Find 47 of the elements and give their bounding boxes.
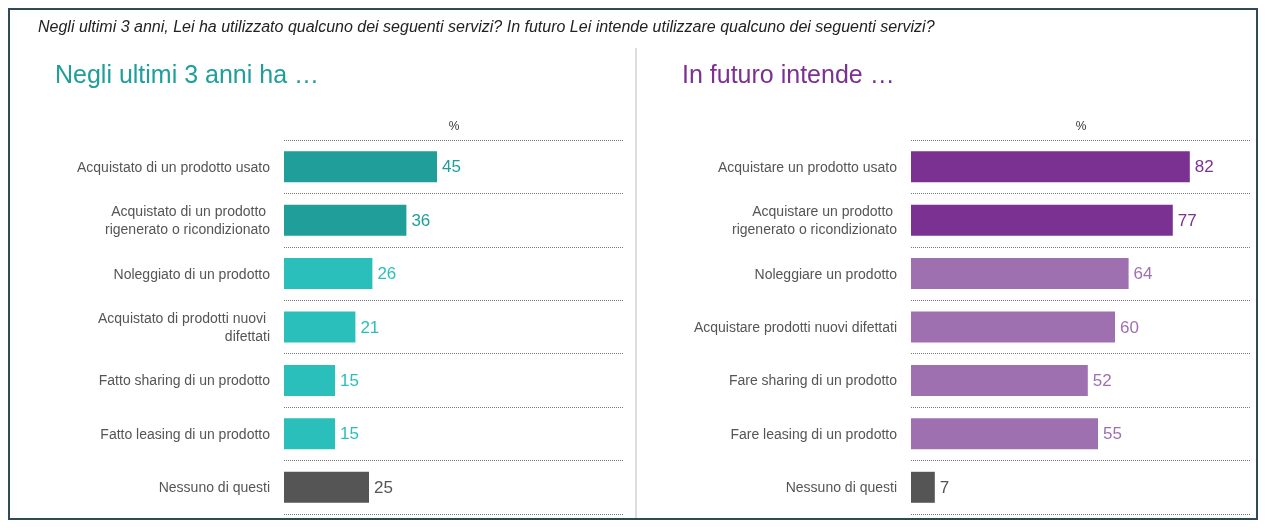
data-label: 82 [1194, 157, 1214, 177]
bar [911, 471, 935, 503]
bar [284, 204, 407, 236]
y-tick-label: Noleggiare un prodotto [754, 265, 898, 282]
bar [911, 418, 1098, 450]
data-label: 26 [377, 264, 397, 284]
data-label: 36 [411, 210, 431, 230]
data-label: 45 [442, 157, 461, 177]
data-label: 15 [340, 424, 359, 444]
bar [284, 258, 373, 290]
bar [284, 364, 335, 396]
bar [284, 151, 437, 183]
y-tick-label: Acquistato di un prodotto rigenerato o ricondizionato [105, 203, 271, 238]
y-tick-label: Fare sharing di un prodotto [728, 372, 898, 389]
data-label: 21 [360, 317, 380, 337]
data-label: 77 [1177, 210, 1197, 230]
bar [911, 204, 1173, 236]
bar [911, 151, 1190, 183]
chart-title: In futuro intende … [682, 59, 895, 88]
bar [911, 364, 1088, 396]
y-tick-label: Nessuno di questi [158, 479, 270, 496]
y-tick-label: Fatto sharing di un prodotto [98, 372, 271, 389]
y-tick-label: Nessuno di questi [785, 479, 897, 496]
y-tick-label: Fare leasing di un prodotto [730, 425, 898, 442]
data-label: 15 [340, 370, 359, 390]
bar [284, 471, 369, 503]
y-tick-label: Acquistare prodotti nuovi difettati [693, 319, 897, 335]
y-tick-label: Noleggiato di un prodotto [113, 265, 271, 282]
chart-subtitle: Negli ultimi 3 anni ha … [55, 59, 320, 88]
data-label: 25 [374, 477, 393, 497]
data-label: 52 [1092, 370, 1112, 390]
data-label: 7 [939, 477, 950, 497]
chart-title: Negli ultimi 3 anni, Lei ha utilizzato qualcuno dei seguenti servizi? In futuro Lei intende utilizzare qualcuno dei seguenti servizi? [37, 17, 936, 37]
bar [284, 418, 335, 450]
y-tick-label: Acquistato di prodotti nuovi difettati [98, 310, 270, 344]
data-label: 55 [1103, 424, 1122, 444]
y-tick-label: Acquistare un prodotto rigenerato o ricondizionato [732, 203, 898, 238]
data-label: 60 [1120, 317, 1139, 337]
y-tick-label: Acquistare un prodotto usato [717, 158, 898, 175]
x-axis-title: % [1075, 119, 1087, 133]
bar [911, 311, 1115, 343]
y-tick-label: Acquistato di un prodotto usato [76, 158, 271, 175]
data-label: 64 [1133, 264, 1153, 284]
bar [284, 311, 356, 343]
bar [911, 258, 1129, 290]
x-axis-title: % [448, 119, 460, 133]
y-tick-label: Fatto leasing di un prodotto [100, 425, 271, 442]
